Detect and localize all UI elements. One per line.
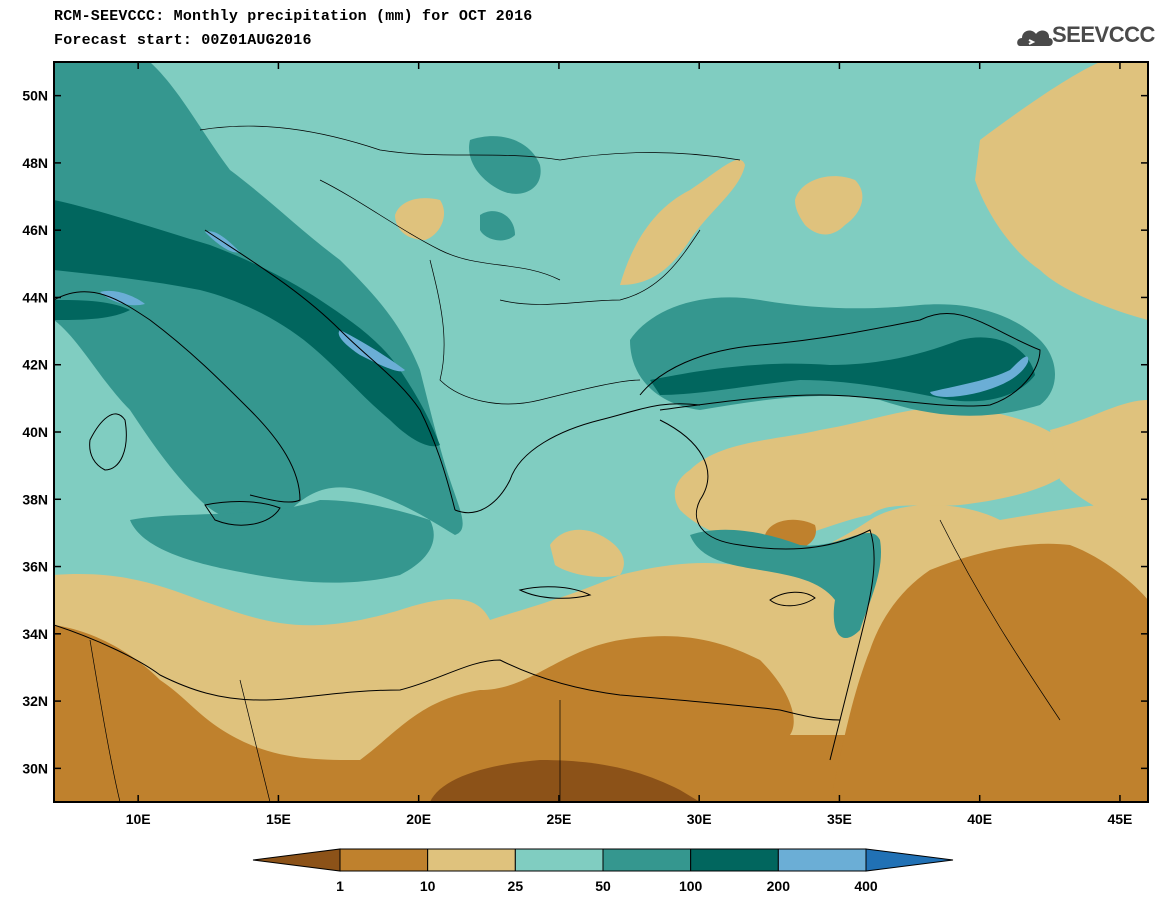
cloud-icon <box>1017 30 1053 46</box>
colorbar-label: 1 <box>336 878 344 894</box>
field-200-400-tuscany <box>100 290 145 306</box>
lat-label: 42N <box>22 357 48 373</box>
colorbar-box <box>602 848 692 872</box>
lat-label: 38N <box>22 491 48 507</box>
italy-coast <box>54 291 301 503</box>
border-algeria-tunisia <box>89 639 121 802</box>
field-50-100-sea-center <box>130 500 434 583</box>
sicily-coast <box>204 501 281 526</box>
colorbar-label: 50 <box>595 878 611 894</box>
coastlines <box>54 229 1041 761</box>
crete-coast <box>518 586 592 599</box>
colorbar-legend: 1 10 25 50 100 200 400 <box>252 848 954 894</box>
colorbar-label: 25 <box>508 878 524 894</box>
field-50-100-turkey-south <box>690 529 881 639</box>
colorbar-label: 100 <box>679 878 703 894</box>
colorbar-upper-triangle <box>865 848 954 872</box>
lat-label: 50N <box>22 88 48 104</box>
colorbar-box <box>427 848 516 872</box>
colorbar-box <box>777 848 867 872</box>
colorbar-lower-triangle <box>252 848 341 872</box>
axis-ticks <box>54 62 1148 802</box>
lon-label: 40E <box>967 811 992 827</box>
field-below-1 <box>430 760 700 802</box>
lon-label: 10E <box>126 811 151 827</box>
field-200-400-croatia <box>338 330 405 372</box>
field-10-25-crimea <box>795 176 863 235</box>
cyprus-coast <box>769 591 816 607</box>
greece-coast <box>454 403 701 514</box>
lat-label: 30N <box>22 760 48 776</box>
lat-label: 36N <box>22 559 48 575</box>
latitude-labels: 50N 48N 46N 44N 42N 40N 38N 36N 34N 32N 30N <box>22 88 48 777</box>
forecast-start-label: Forecast start: 00Z01AUG2016 <box>54 32 312 49</box>
field-10-25-aegean <box>550 529 624 577</box>
colorbar-box <box>690 848 779 872</box>
lon-label: 45E <box>1107 811 1132 827</box>
border-balkan-1 <box>429 259 641 405</box>
colorbar-label: 200 <box>767 878 791 894</box>
field-1-10-levant <box>830 543 1148 802</box>
border-libya-west <box>239 679 271 802</box>
country-borders <box>89 125 1061 802</box>
field-10-25-east-lower <box>1050 400 1148 520</box>
border-north-1 <box>199 125 741 161</box>
border-balkan-2 <box>499 229 701 305</box>
border-east-1 <box>939 519 1061 721</box>
map-title: RCM-SEEVCCC: Monthly precipitation (mm) … <box>54 8 533 25</box>
lat-label: 48N <box>22 155 48 171</box>
field-100-200-italy <box>54 300 130 320</box>
lat-label: 40N <box>22 424 48 440</box>
colorbar-label: 400 <box>854 878 878 894</box>
anatolia-levant-coast <box>659 419 875 761</box>
field-100-200-blacksea <box>650 337 1035 402</box>
field-200-400-georgia <box>930 356 1029 397</box>
map-field <box>54 62 1148 802</box>
lat-label: 32N <box>22 693 48 709</box>
africa-coast <box>54 624 841 721</box>
longitude-labels: 10E 15E 20E 25E 30E 35E 40E 45E <box>126 811 1133 827</box>
colorbar-box <box>514 848 604 872</box>
lon-label: 15E <box>266 811 291 827</box>
field-10-25-northeast <box>975 62 1148 320</box>
lon-label: 30E <box>687 811 712 827</box>
sardinia-coast <box>89 413 127 471</box>
field-10-25-anatolia <box>674 407 1080 545</box>
border-north-2 <box>319 179 561 281</box>
lat-label: 34N <box>22 626 48 642</box>
blacksea-coast <box>639 312 1041 411</box>
logo-text: SEEVCCC <box>1052 22 1155 47</box>
field-50-100-north <box>469 136 541 194</box>
field-10-25-hungary <box>395 198 445 240</box>
lon-label: 25E <box>546 811 571 827</box>
colorbar-box <box>339 848 429 872</box>
field-10-25-ukraine <box>620 159 745 285</box>
lon-label: 20E <box>406 811 431 827</box>
colorbar-label: 10 <box>420 878 436 894</box>
lon-label: 35E <box>827 811 852 827</box>
lat-label: 46N <box>22 222 48 238</box>
field-50-100-hungary <box>480 211 515 241</box>
lat-label: 44N <box>22 289 48 305</box>
balkan-coast <box>204 229 456 511</box>
field-100-200-adriatic <box>54 200 440 447</box>
